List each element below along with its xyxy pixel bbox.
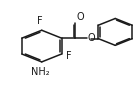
Text: F: F — [38, 16, 43, 26]
Text: NH₂: NH₂ — [31, 67, 50, 77]
Text: O: O — [77, 12, 85, 22]
Text: F: F — [66, 51, 72, 61]
Text: O: O — [88, 33, 96, 43]
